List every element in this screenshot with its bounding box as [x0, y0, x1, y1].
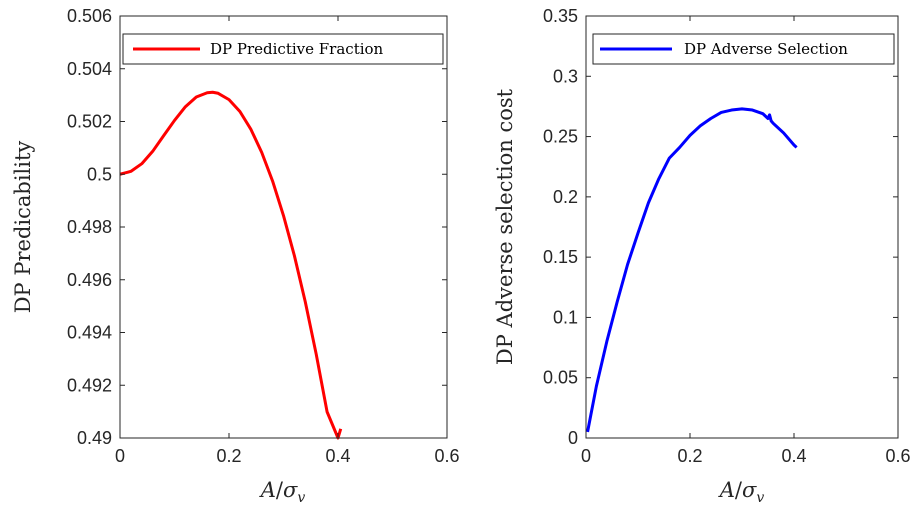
left-x-tick-label: 0.6	[434, 446, 459, 466]
right-series-layer	[586, 107, 798, 433]
right-y-tick-label: 0.3	[553, 66, 578, 86]
right-x-axis-label: A/σv	[718, 478, 765, 506]
right-y-tick-label: 0.2	[553, 187, 578, 207]
right-ticks-layer	[585, 15, 899, 439]
left-x-tick-label: 0.4	[325, 446, 350, 466]
left-y-tick-label: 0.494	[67, 323, 112, 343]
left-y-tick-label: 0.496	[67, 270, 112, 290]
left-y-tick-label: 0.5	[87, 164, 112, 184]
left-y-axis-label: DP Predicability	[11, 141, 35, 314]
right-y-tick-label: 0.1	[553, 307, 578, 327]
left-x-tick-label: 0.2	[216, 446, 241, 466]
left-ticks-layer	[119, 15, 448, 439]
right-y-tick-label: 0.35	[543, 6, 578, 26]
right-y-tick-label: 0.15	[543, 247, 578, 267]
left-y-tick-label: 0.49	[77, 428, 112, 448]
right-x-tick-label: 0.4	[781, 446, 806, 466]
right-x-tick-labels: 0 0.2 0.4 0.6	[581, 446, 911, 466]
left-x-axis-label: A/σv	[259, 478, 306, 506]
right-series-line	[586, 107, 798, 433]
left-y-tick-labels: 0.49 0.492 0.494 0.496 0.498 0.5 0.502 0.504 0.5…	[67, 6, 112, 448]
left-legend-label: DP Predictive Fraction	[210, 40, 384, 58]
left-y-tick-label: 0.498	[67, 217, 112, 237]
right-y-tick-label: 0	[568, 428, 578, 448]
right-legend-label: DP Adverse Selection	[684, 40, 848, 58]
right-panel: 0 0.05 0.1 0.15 0.2 0.25 0.3 0.35 0 0.2 0.4 0.6 DP…	[493, 6, 911, 506]
right-plot-area	[585, 15, 899, 439]
left-series-layer	[119, 90, 343, 440]
left-y-tick-label: 0.504	[67, 59, 112, 79]
left-y-tick-label: 0.506	[67, 6, 112, 26]
right-y-tick-labels: 0 0.05 0.1 0.15 0.2 0.25 0.3 0.35	[543, 6, 578, 448]
right-y-axis-label: DP Adverse selection cost	[493, 88, 517, 365]
left-plot-background	[120, 16, 447, 438]
left-legend: DP Predictive Fraction	[122, 33, 444, 65]
left-series-line	[119, 90, 343, 440]
right-y-tick-label: 0.05	[543, 368, 578, 388]
right-axes-box	[585, 15, 899, 439]
left-plot-area	[119, 15, 448, 440]
left-panel: 0.49 0.492 0.494 0.496 0.498 0.5 0.502 0.504 0.5…	[11, 6, 460, 506]
right-x-tick-label: 0	[581, 446, 591, 466]
right-y-tick-label: 0.25	[543, 127, 578, 147]
left-x-tick-labels: 0 0.2 0.4 0.6	[115, 446, 460, 466]
left-y-tick-label: 0.502	[67, 112, 112, 132]
right-plot-background	[586, 16, 898, 438]
right-legend: DP Adverse Selection	[592, 33, 895, 65]
left-x-tick-label: 0	[115, 446, 125, 466]
left-y-tick-label: 0.492	[67, 375, 112, 395]
right-x-tick-label: 0.6	[885, 446, 910, 466]
right-x-tick-label: 0.2	[677, 446, 702, 466]
